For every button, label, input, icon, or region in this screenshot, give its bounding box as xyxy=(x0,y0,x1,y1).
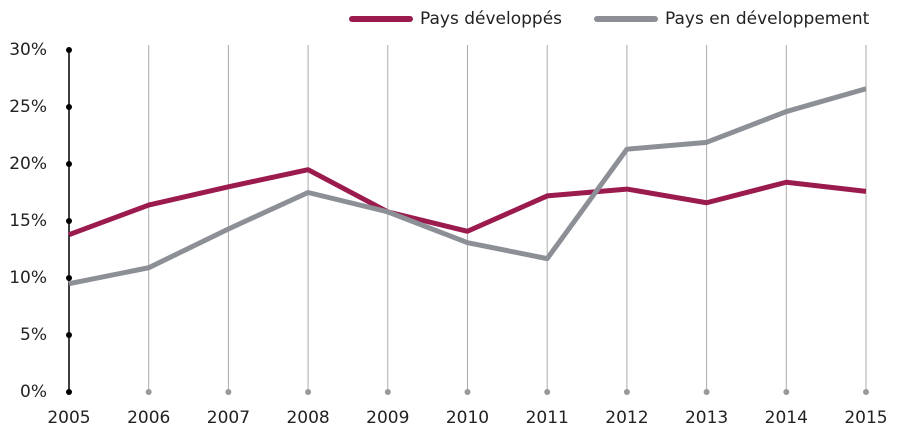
y-tick-label: 10% xyxy=(9,268,47,288)
legend-label: Pays en développement xyxy=(665,9,870,29)
x-tick-dot xyxy=(145,389,152,395)
y-tick-label: 25% xyxy=(9,97,47,117)
y-tick-dot xyxy=(66,218,72,224)
y-tick-label: 5% xyxy=(20,325,47,345)
y-tick-label: 0% xyxy=(20,382,47,402)
x-tick-dot xyxy=(464,389,471,395)
x-tick-dot xyxy=(225,389,232,395)
x-tick-label: 2010 xyxy=(446,408,489,428)
x-tick-label: 2008 xyxy=(286,408,329,428)
y-tick-dot xyxy=(66,161,72,167)
x-tick-dot xyxy=(703,389,710,395)
series-line xyxy=(68,167,867,238)
y-tick-dot xyxy=(66,389,72,395)
legend-label: Pays développés xyxy=(420,9,562,29)
x-tick-label: 2015 xyxy=(844,408,887,428)
x-tick-dot xyxy=(863,389,869,395)
y-tick-label: 30% xyxy=(9,40,47,60)
x-tick-label: 2005 xyxy=(47,408,90,428)
series-line xyxy=(68,86,867,287)
x-tick-label: 2006 xyxy=(127,408,170,428)
y-tick-label: 15% xyxy=(9,211,47,231)
x-tick-label: 2011 xyxy=(526,408,569,428)
x-tick-dot xyxy=(384,389,391,395)
x-tick-dot xyxy=(783,389,790,395)
x-tick-label: 2013 xyxy=(685,408,728,428)
y-tick-dot xyxy=(66,332,72,338)
y-tick-dot xyxy=(66,47,72,53)
x-tick-label: 2009 xyxy=(366,408,409,428)
y-tick-dot xyxy=(66,275,72,281)
x-tick-dot xyxy=(544,389,551,395)
x-tick-dot xyxy=(623,389,630,395)
x-tick-label: 2014 xyxy=(765,408,808,428)
y-tick-label: 20% xyxy=(9,154,47,174)
x-tick-label: 2012 xyxy=(605,408,648,428)
x-tick-dot xyxy=(305,389,312,395)
x-tick-label: 2007 xyxy=(207,408,250,428)
y-tick-dot xyxy=(66,104,72,110)
